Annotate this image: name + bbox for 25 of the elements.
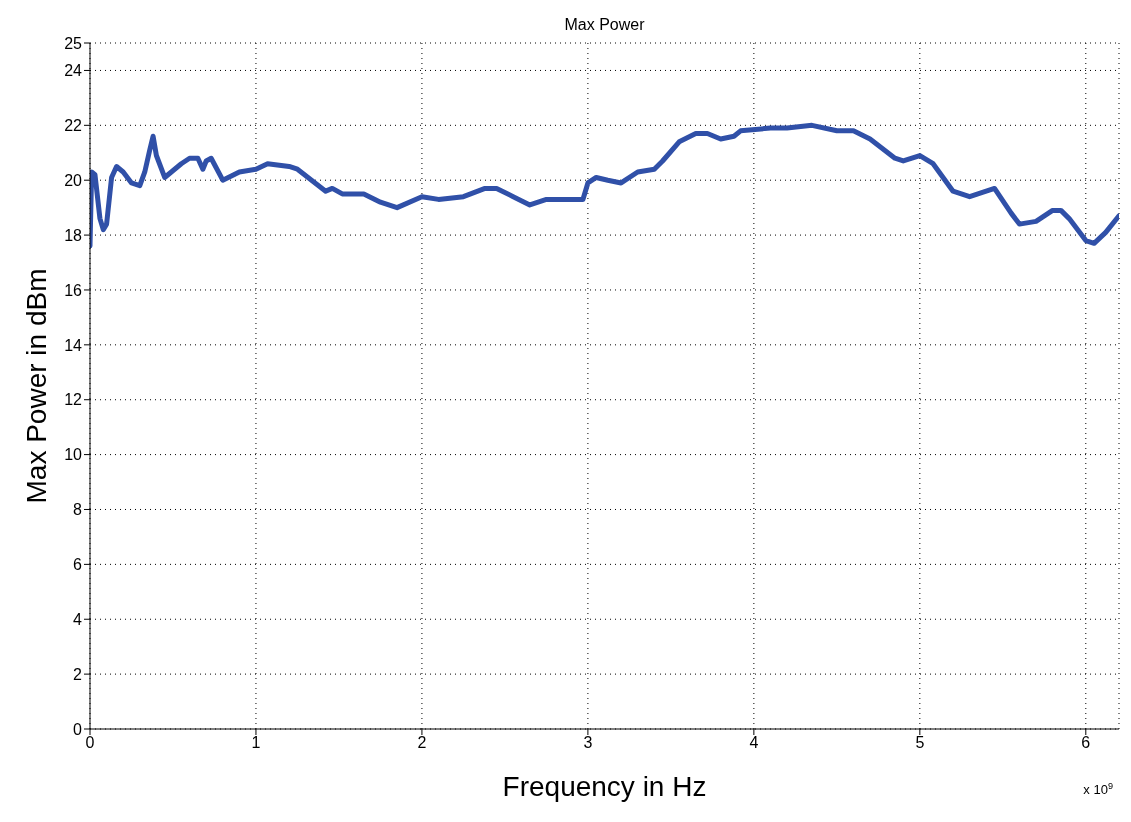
y-tick-label: 0 (73, 720, 83, 738)
y-tick-label: 14 (64, 336, 83, 354)
x-tick-label: 1 (251, 734, 261, 752)
y-tick-label: 4 (73, 610, 83, 628)
y-tick-label: 22 (64, 117, 83, 134)
y-tick-label: 24 (64, 62, 83, 80)
y-tick-label: 8 (73, 501, 83, 519)
y-tick-label: 20 (64, 171, 83, 189)
x-tick-label: 6 (1081, 734, 1091, 752)
chart-title: Max Power (564, 16, 646, 33)
y-tick-label: 2 (73, 665, 83, 683)
y-tick-label: 16 (64, 281, 83, 299)
y-tick-label: 25 (64, 34, 83, 52)
text: x 10$^{9}$ (1083, 781, 1113, 797)
y-axis-title: Max Power in dBm (21, 268, 52, 504)
x-tick-label: 3 (583, 734, 593, 752)
x-tick-label: 5 (915, 734, 925, 752)
x-axis-title: Frequency in Hz (502, 771, 707, 802)
y-tick-label: 6 (73, 556, 83, 574)
y-tick-label: 18 (64, 226, 83, 244)
y-tick-label: 12 (64, 391, 83, 409)
x-tick-label: 2 (417, 734, 427, 752)
x-tick-label: 4 (749, 734, 759, 752)
x-tick-label: 0 (85, 734, 95, 752)
y-tick-label: 10 (64, 446, 83, 464)
